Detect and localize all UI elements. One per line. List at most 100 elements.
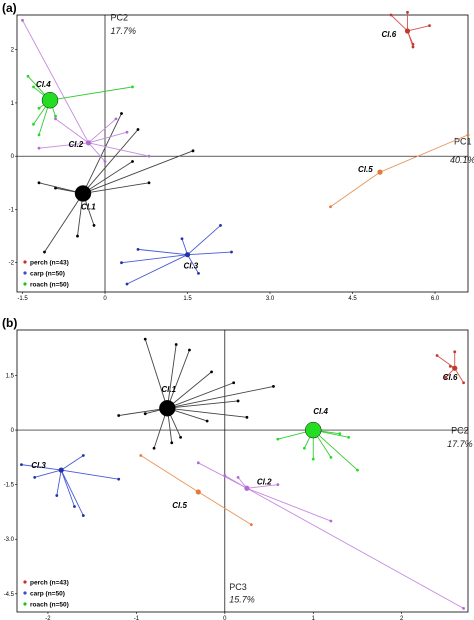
cluster-cl5: Cl.5 [139, 454, 253, 527]
data-point [32, 85, 35, 89]
data-point [205, 419, 209, 423]
data-point [191, 149, 195, 153]
plot-frame [16, 329, 469, 613]
cluster-cl4: Cl.4 [276, 407, 359, 472]
data-point [117, 414, 121, 417]
cluster-spoke [38, 142, 89, 149]
legend-marker [23, 260, 27, 264]
cluster-spoke [144, 338, 168, 409]
legend-marker [23, 271, 27, 275]
cluster-cl1: Cl.1 [117, 337, 275, 450]
cluster-centroid [41, 91, 59, 109]
y-tick-label: -1.5 [4, 483, 15, 489]
cluster-spoke [167, 400, 239, 409]
data-point [196, 461, 200, 465]
data-point [230, 250, 233, 254]
data-point [329, 455, 333, 459]
data-point [466, 133, 470, 137]
cluster-label: Cl.5 [358, 165, 373, 174]
cluster-centroid [304, 421, 322, 439]
x-axis-name: PC1 [454, 136, 472, 146]
cluster-spoke [379, 134, 469, 173]
cluster-spoke [187, 254, 199, 274]
cluster-spoke [407, 30, 414, 48]
data-point [81, 454, 85, 457]
data-point [338, 432, 342, 436]
data-point [276, 483, 280, 487]
data-point [32, 122, 35, 126]
data-point [223, 474, 227, 477]
cluster-label: Cl.6 [382, 30, 397, 39]
cluster-centroid [404, 28, 411, 34]
data-point [180, 237, 184, 241]
cluster-spoke [140, 455, 199, 493]
data-point [311, 457, 315, 461]
data-point [43, 250, 46, 254]
y-tick-label: -4.5 [4, 592, 15, 598]
data-point [272, 385, 275, 388]
data-point [197, 271, 200, 275]
legend-marker [23, 591, 27, 595]
cluster-spoke [187, 225, 221, 256]
x-axis-name: PC2 [451, 426, 469, 436]
cluster-cl3: Cl.3 [120, 224, 233, 286]
data-point [179, 435, 182, 439]
cluster-spoke [88, 118, 117, 144]
cluster-spoke [166, 344, 177, 409]
legend-label: carp (n=50) [30, 590, 65, 597]
cluster-cl6: Cl.6 [382, 10, 431, 49]
cluster-cl2: Cl.2 [21, 18, 151, 163]
data-point [37, 133, 41, 137]
x-tick-label: 1.5 [183, 296, 192, 302]
cluster-centroid [195, 489, 201, 495]
data-point [143, 412, 147, 416]
legend-label: perch (n=43) [30, 579, 69, 586]
cluster-centroid [74, 185, 92, 202]
data-point [219, 224, 222, 227]
data-point [444, 375, 448, 379]
data-point [20, 463, 23, 467]
legend: perch (n=43) carp (n=50) roach (n=50) [23, 579, 69, 608]
data-point [232, 381, 236, 385]
data-point [170, 441, 174, 445]
data-point [37, 106, 41, 110]
cluster-spoke [60, 469, 84, 516]
legend-label: perch (n=43) [30, 259, 69, 266]
y-tick-label: 1 [11, 101, 15, 107]
data-point [21, 18, 24, 22]
cluster-spoke [390, 14, 408, 32]
data-point [103, 160, 107, 163]
cluster-spoke [224, 475, 248, 489]
legend-label: roach (n=50) [30, 281, 69, 288]
cluster-spoke [121, 254, 188, 264]
cluster-spoke [82, 129, 139, 194]
data-point [152, 446, 156, 450]
data-point [120, 112, 123, 115]
data-point [131, 85, 134, 89]
data-point [249, 523, 253, 527]
data-point [136, 128, 140, 131]
cluster-spoke [187, 251, 232, 256]
data-point [329, 519, 333, 523]
cluster-spoke [82, 182, 150, 194]
cluster-spoke [82, 150, 194, 194]
panel-label: (a) [2, 1, 17, 15]
cluster-centroid [58, 467, 64, 473]
legend-marker [23, 580, 27, 584]
cluster-spoke [198, 491, 252, 526]
x-tick-label: 1 [312, 616, 316, 620]
cluster-label: Cl.2 [69, 140, 84, 149]
data-point [117, 477, 121, 481]
x-tick-label: -2 [45, 616, 51, 620]
data-point [120, 261, 123, 265]
chart-panel-2: (b) -2 -1 0 1 2 1.5 0 -1.5 -3.0 -4.5 PC2 17.7% PC3 15.… [2, 316, 473, 620]
data-point [26, 74, 30, 78]
y-tick-label: 1.5 [6, 373, 15, 379]
y-tick-label: 2 [11, 48, 15, 54]
cluster-spoke [49, 86, 133, 101]
cluster-spoke [181, 238, 188, 255]
cluster-spoke [55, 118, 89, 144]
data-point [33, 475, 37, 479]
legend-label: roach (n=50) [30, 601, 69, 608]
x-tick-label: 6.0 [431, 296, 440, 302]
